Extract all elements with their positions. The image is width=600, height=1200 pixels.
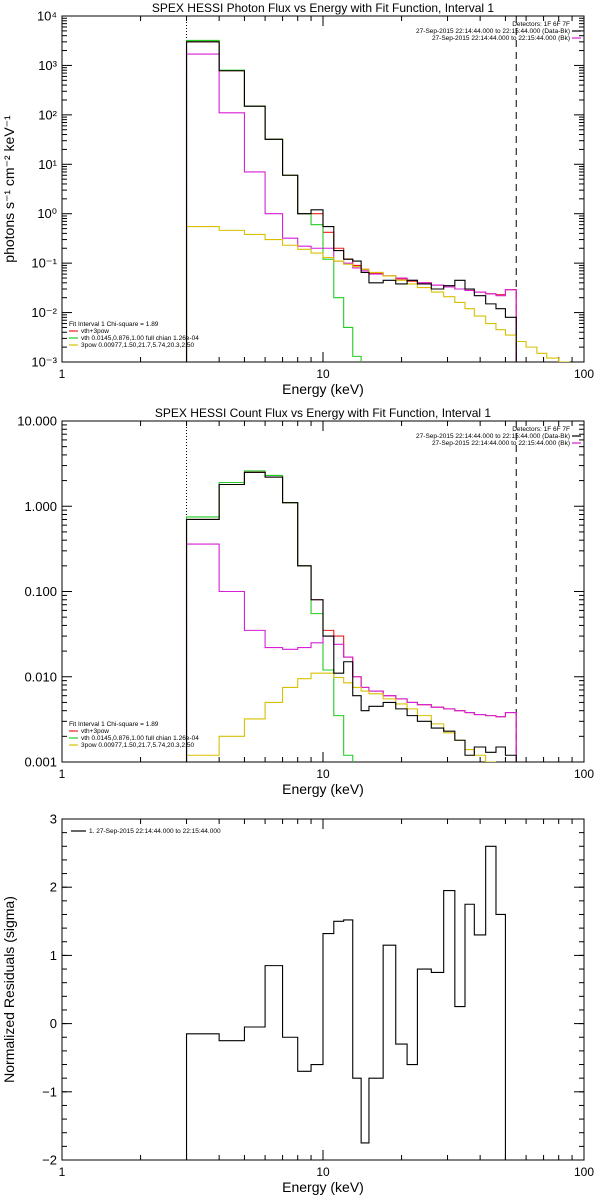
panel3-y-axis-label: Normalized Residuals (sigma) [1,896,17,1083]
panel2-y-tick-label: 0.100 [24,584,57,599]
panel2-series-yellow [185,672,496,762]
panel2-legend-label: vth+3pow [81,728,109,735]
panel3-y-tick-label: 2 [50,880,57,895]
panel2-frame [61,420,585,763]
panel3-y-tick-label: 3 [50,812,57,827]
panel1-title: SPEX HESSI Photon Flux vs Energy with Fi… [152,1,494,15]
panel1-y-tick-label: 10⁻³ [31,355,57,370]
panel1-x-tick-label: 100 [574,367,594,381]
panel1-y-tick-label: 10⁻¹ [31,256,57,271]
panel1-y-tick-label: 10⁰ [37,206,57,221]
panel3-x-tick-label: 10 [316,1165,330,1179]
panel3-y-tick-label: −2 [42,1153,57,1168]
panel1-legend-label: vth+3pow [81,328,109,335]
panel2-legend-label: 3pow 0.00977,1.50,21.7,5.74,20.3,2.50 [81,742,195,749]
panel1-x-axis-label: Energy (keV) [282,381,364,397]
panel1-info-line: 27-Sep-2015 22:14:44.000 to 22:15:44.000… [432,35,570,42]
panel1-y-tick-label: 10³ [38,58,57,73]
panel3-series-black [185,845,517,1160]
panel1-y-tick-label: 10⁻² [31,305,57,320]
panel1-series-yellow [185,226,570,362]
panel3-y-tick-label: 1 [50,948,57,963]
panel2-legend-label: vth 0.0145,0.876,1.00 full chian 1.26e-0… [81,735,199,742]
panel3-legend-label: 1. 27-Sep-2015 22:14:44.000 to 22:15:44.… [89,828,221,835]
panel1-legend-label: vth 0.0145,0.876,1.00 full chian 1.26e-0… [81,335,199,342]
panel2-title: SPEX HESSI Count Flux vs Energy with Fit… [155,406,491,420]
panel1-series-magenta [185,53,517,362]
panel2-series-magenta [185,543,517,762]
panel1-y-tick-label: 10⁴ [37,9,57,24]
panel3-x-tick-label: 100 [574,1165,594,1179]
panel2-y-tick-label: 0.001 [24,755,57,770]
panel2-y-tick-label: 1.000 [24,499,57,514]
panel2-x-tick-label: 1 [59,767,66,781]
panel2-x-tick-label: 10 [316,767,330,781]
panel1-legend-label: 3pow 0.00977,1.50,21.7,5.74,20.3,2.50 [81,342,195,349]
panel1-y-tick-label: 10¹ [38,157,57,172]
panel2-y-tick-label: 0.010 [24,669,57,684]
panel2-info-line: 27-Sep-2015 22:14:44.000 to 22:15:44.000… [416,433,570,440]
panel1-y-tick-label: 10² [38,107,57,122]
panel2-legend-header: Fit Interval 1 Chi-square = 1.89 [69,721,159,728]
panel1-x-tick-label: 10 [316,367,330,381]
panel2-info-line: Detectors: 1F 6F 7F [512,426,570,433]
panel2-series-green [185,470,354,762]
panel1-series-black [185,41,517,362]
panel2-info-line: 27-Sep-2015 22:14:44.000 to 22:15:44.000… [432,440,570,447]
panel1-y-axis-label: photons s⁻¹ cm⁻² keV⁻¹ [1,115,17,263]
panel1-info-line: 27-Sep-2015 22:14:44.000 to 22:15:44.000… [416,28,570,35]
panel3-x-tick-label: 1 [59,1165,66,1179]
panel1-series-red [185,41,517,362]
panel3-x-axis-label: Energy (keV) [282,1179,364,1195]
panel2-x-axis-label: Energy (keV) [282,781,364,797]
panel2-series-red [185,471,517,762]
panel1-x-tick-label: 1 [59,367,66,381]
panel2-x-tick-label: 100 [574,767,594,781]
panel2-y-tick-label: 10.000 [17,414,57,429]
panel2-series-black [185,471,517,762]
panel3-y-tick-label: −1 [42,1084,57,1099]
panel1-legend-header: Fit Interval 1 Chi-square = 1.89 [69,321,159,328]
panel1-series-green [185,39,362,362]
panel1-info-line: Detectors: 1F 6F 7F [512,21,570,28]
panel3-y-tick-label: 0 [50,1016,57,1031]
